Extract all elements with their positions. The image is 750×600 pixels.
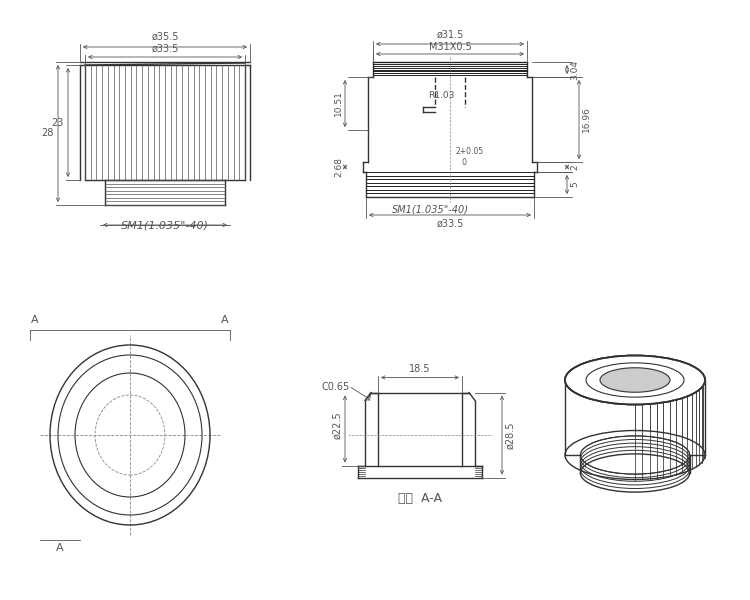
Text: ø33.5: ø33.5 <box>152 44 178 54</box>
Text: 28: 28 <box>42 128 54 139</box>
Text: A: A <box>221 315 229 325</box>
Text: 2.68: 2.68 <box>334 157 343 177</box>
Ellipse shape <box>565 355 705 404</box>
Text: A: A <box>32 315 39 325</box>
Text: 2+0.05
   0: 2+0.05 0 <box>455 147 483 167</box>
Text: ø22.5: ø22.5 <box>332 411 342 439</box>
Ellipse shape <box>600 368 670 392</box>
Text: 2: 2 <box>570 164 579 170</box>
Text: 23: 23 <box>52 118 64 127</box>
Text: 3.04: 3.04 <box>570 59 579 79</box>
Text: SM1(1.035"-40): SM1(1.035"-40) <box>121 220 209 230</box>
Text: SM1(1.035"-40): SM1(1.035"-40) <box>392 205 469 215</box>
Text: ø28.5: ø28.5 <box>505 421 515 449</box>
Text: 10.51: 10.51 <box>334 91 343 116</box>
Ellipse shape <box>600 368 670 392</box>
Text: 18.5: 18.5 <box>410 364 430 374</box>
Text: M31X0.5: M31X0.5 <box>429 42 471 52</box>
Text: ø33.5: ø33.5 <box>436 219 463 229</box>
Text: 截面  A-A: 截面 A-A <box>398 493 442 505</box>
Text: ø35.5: ø35.5 <box>152 32 178 42</box>
Text: C0.65: C0.65 <box>322 383 350 392</box>
Text: 16.96: 16.96 <box>582 107 591 133</box>
Text: A: A <box>56 543 64 553</box>
Text: R1.03: R1.03 <box>428 91 454 100</box>
Text: ø31.5: ø31.5 <box>436 30 463 40</box>
Text: 5: 5 <box>570 182 579 187</box>
